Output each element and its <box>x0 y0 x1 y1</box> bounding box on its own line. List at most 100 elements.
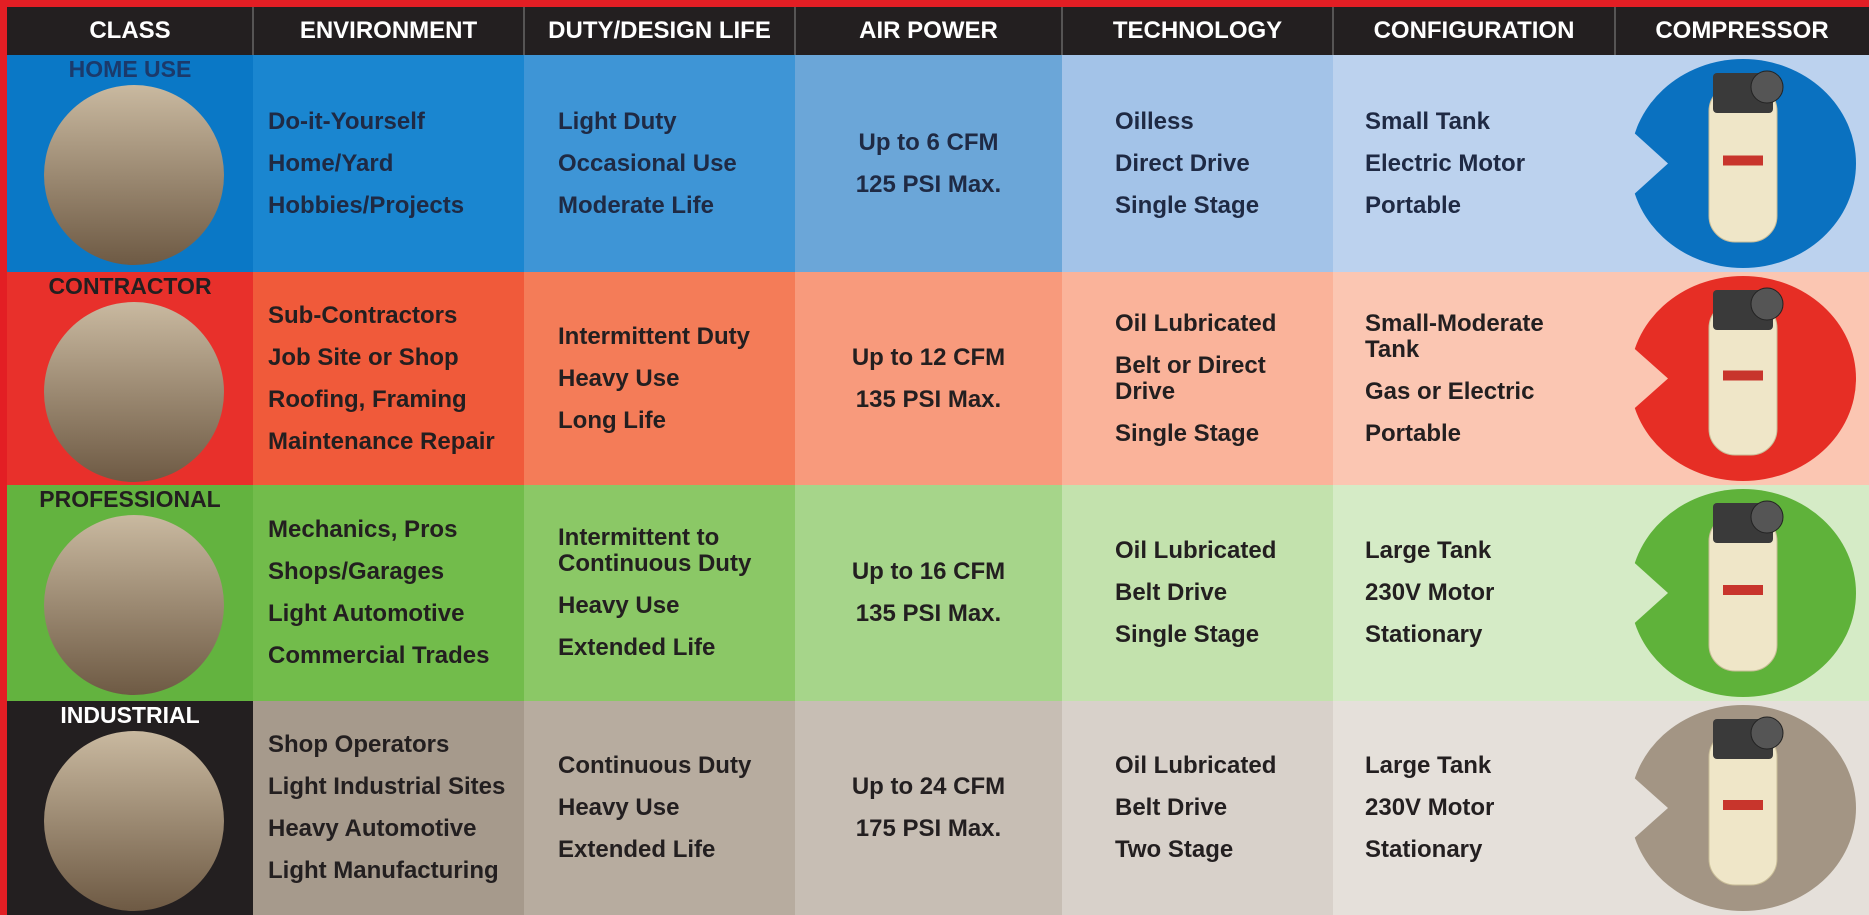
technology-item: Oil Lubricated <box>1115 537 1277 564</box>
duty-item: Intermittent Duty <box>558 322 750 350</box>
column-header: DUTY/DESIGN LIFE <box>548 17 771 44</box>
configuration-item: Large Tank <box>1365 752 1492 779</box>
air_power-item: Up to 24 CFM <box>851 773 1006 800</box>
flywheel <box>1750 716 1784 750</box>
configuration-cell: Large Tank 230V Motor Stationary <box>1365 701 1560 915</box>
environment-item: Heavy Automotive <box>268 815 477 842</box>
air_power-cell: Up to 6 CFM 125 PSI Max. <box>795 55 1062 272</box>
configuration-item: Gas or Electric <box>1365 377 1535 405</box>
environment-item: Commercial Trades <box>268 642 490 669</box>
environment-item: Do-it-Yourself <box>268 107 425 135</box>
technology-item: Oilless <box>1115 107 1194 135</box>
duty-item: Extended Life <box>558 836 716 863</box>
config-arrow <box>1333 485 1668 701</box>
cell-bg <box>795 485 1062 701</box>
cell-bg <box>795 272 1062 485</box>
cell-bg <box>253 485 524 701</box>
cell-bg <box>524 55 795 272</box>
technology-item: Oil Lubricated <box>1115 752 1277 779</box>
duty-item: Heavy Use <box>558 364 680 392</box>
cell-bg <box>524 485 795 701</box>
logo <box>1723 585 1763 595</box>
environment-item: Roofing, Framing <box>268 385 467 413</box>
environment-item: Home/Yard <box>268 149 394 177</box>
configuration-item: Portable <box>1365 191 1462 219</box>
air_power-cell: Up to 12 CFM 135 PSI Max. <box>795 272 1062 485</box>
technology-item: Belt Drive <box>1115 794 1228 821</box>
cell-bg <box>253 272 524 485</box>
duty-item: Heavy Use <box>558 794 680 821</box>
configuration-item: Small-Moderate Tank <box>1365 309 1544 363</box>
cell-bg <box>253 701 524 915</box>
configuration-item: Large Tank <box>1365 537 1492 564</box>
cell-bg <box>524 701 795 915</box>
class-label: PROFESSIONAL <box>39 486 221 512</box>
technology-cell: Oilless Direct Drive Single Stage <box>1115 55 1321 272</box>
duty-item: Heavy Use <box>558 592 680 619</box>
configuration-item: Stationary <box>1365 836 1483 863</box>
technology-item: Belt Drive <box>1115 579 1228 606</box>
flywheel <box>1750 287 1784 321</box>
configuration-cell: Small-Moderate Tank Gas or Electric Portab… <box>1365 272 1560 485</box>
logo <box>1723 370 1763 381</box>
air_power-item: Up to 16 CFM <box>851 558 1006 585</box>
environment-item: Maintenance Repair <box>268 427 495 455</box>
environment-item: Mechanics, Pros <box>268 516 458 543</box>
cell-bg <box>253 55 524 272</box>
duty-cell: Light Duty Occasional Use Moderate Life <box>558 55 783 272</box>
duty-cell: Intermittent to Continuous Duty Heavy Use… <box>558 485 783 701</box>
air_power-item: Up to 6 CFM <box>858 128 999 156</box>
class-label: INDUSTRIAL <box>60 702 200 728</box>
environment-item: Light Automotive <box>268 600 465 627</box>
configuration-item: Stationary <box>1365 621 1483 648</box>
configuration-cell: Large Tank 230V Motor Stationary <box>1365 485 1560 701</box>
column-header: COMPRESSOR <box>1655 17 1829 44</box>
environment-item: Light Manufacturing <box>268 857 499 884</box>
configuration-item: Electric Motor <box>1365 149 1526 177</box>
config-arrow <box>1333 272 1668 485</box>
environment-item: Hobbies/Projects <box>268 191 465 219</box>
air_power-cell: Up to 24 CFM 175 PSI Max. <box>795 701 1062 915</box>
technology-cell: Oil Lubricated Belt Drive Single Stage <box>1115 485 1321 701</box>
environment-item: Sub-Contractors <box>268 301 458 329</box>
cell-bg <box>795 55 1062 272</box>
air_power-item: Up to 12 CFM <box>851 343 1006 371</box>
column-header: ENVIRONMENT <box>299 17 478 44</box>
flywheel <box>1750 70 1784 104</box>
column-header: TECHNOLOGY <box>1112 17 1283 44</box>
configuration-item: Small Tank <box>1365 107 1490 135</box>
logo <box>1723 800 1763 810</box>
header-bar <box>7 7 1869 55</box>
technology-item: Direct Drive <box>1115 149 1250 177</box>
duty-item: Continuous Duty <box>558 752 752 779</box>
duty-item: Occasional Use <box>558 149 737 177</box>
duty-item: Extended Life <box>558 634 716 661</box>
technology-item: Single Stage <box>1115 191 1260 219</box>
technology-item: Single Stage <box>1115 621 1260 648</box>
cell-bg <box>795 701 1062 915</box>
class-photo <box>44 515 224 695</box>
environment-item: Job Site or Shop <box>268 343 459 371</box>
environment-cell: Sub-Contractors Job Site or Shop Roofing, … <box>268 272 512 485</box>
class-photo <box>44 731 224 911</box>
configuration-item: Portable <box>1365 419 1462 447</box>
configuration-cell: Small Tank Electric Motor Portable <box>1365 55 1560 272</box>
environment-item: Light Industrial Sites <box>268 773 506 800</box>
air_power-item: 135 PSI Max. <box>855 385 1002 413</box>
environment-cell: Do-it-Yourself Home/Yard Hobbies/Projects <box>268 55 512 272</box>
column-header: CLASS <box>89 17 171 44</box>
air_power-item: 125 PSI Max. <box>855 170 1002 198</box>
configuration-item: 230V Motor <box>1365 794 1495 821</box>
technology-item: Single Stage <box>1115 419 1260 447</box>
configuration-item: 230V Motor <box>1365 579 1495 606</box>
config-arrow <box>1333 55 1668 272</box>
duty-item: Moderate Life <box>558 191 715 219</box>
cell-bg <box>524 272 795 485</box>
class-photo <box>44 302 224 482</box>
air_power-item: 175 PSI Max. <box>855 815 1002 842</box>
environment-cell: Mechanics, Pros Shops/Garages Light Automo… <box>268 485 512 701</box>
environment-item: Shops/Garages <box>268 558 445 585</box>
air_power-cell: Up to 16 CFM 135 PSI Max. <box>795 485 1062 701</box>
